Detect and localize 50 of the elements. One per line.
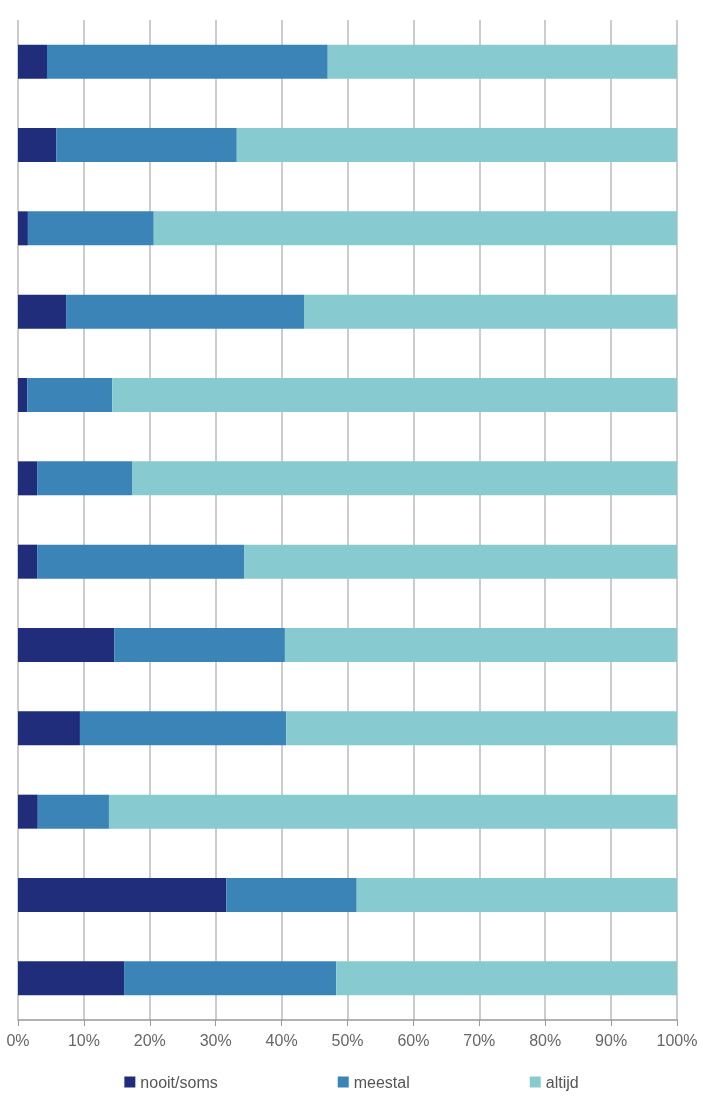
bar xyxy=(18,128,57,162)
bar xyxy=(108,794,677,829)
x-tick-label: 70% xyxy=(463,1031,496,1049)
bar xyxy=(18,878,227,912)
bar xyxy=(18,711,80,746)
bar xyxy=(112,378,677,412)
x-tick-label: 0% xyxy=(6,1031,30,1049)
bar xyxy=(37,794,109,829)
bar xyxy=(27,211,154,246)
x-tick-label: 20% xyxy=(133,1031,166,1049)
bar xyxy=(327,44,677,79)
bar xyxy=(66,294,305,329)
bar xyxy=(244,544,677,579)
x-tick-label: 40% xyxy=(265,1031,298,1049)
bar xyxy=(18,961,125,996)
x-tick-label: 90% xyxy=(595,1031,628,1049)
bar xyxy=(79,711,287,746)
bar xyxy=(18,211,28,246)
bar xyxy=(18,794,38,829)
x-tick-label: 100% xyxy=(656,1031,698,1049)
x-tick-label: 30% xyxy=(199,1031,232,1049)
legend-label: meestal xyxy=(353,1073,410,1091)
bar xyxy=(18,628,115,662)
bar xyxy=(226,878,357,912)
bar xyxy=(18,544,38,579)
bar xyxy=(37,544,245,579)
bar xyxy=(27,378,113,412)
bar xyxy=(18,44,47,79)
legend-label: nooit/soms xyxy=(140,1073,218,1091)
bar xyxy=(284,628,677,662)
bar xyxy=(336,961,677,996)
bar xyxy=(356,878,677,912)
bar xyxy=(286,711,677,746)
x-tick-label: 10% xyxy=(67,1031,100,1049)
x-tick-label: 80% xyxy=(529,1031,562,1049)
bar xyxy=(18,294,67,329)
legend-label: altijd xyxy=(545,1073,579,1091)
bar xyxy=(153,211,677,246)
bar xyxy=(304,294,677,329)
x-tick-label: 50% xyxy=(331,1031,364,1049)
bar xyxy=(114,628,285,662)
bar xyxy=(132,461,677,496)
bar xyxy=(47,44,328,79)
bar xyxy=(236,128,677,162)
bar xyxy=(18,461,38,496)
bar xyxy=(124,961,337,996)
x-tick-label: 60% xyxy=(397,1031,430,1049)
bar xyxy=(18,378,28,412)
bar xyxy=(56,128,237,162)
bar xyxy=(37,461,133,496)
